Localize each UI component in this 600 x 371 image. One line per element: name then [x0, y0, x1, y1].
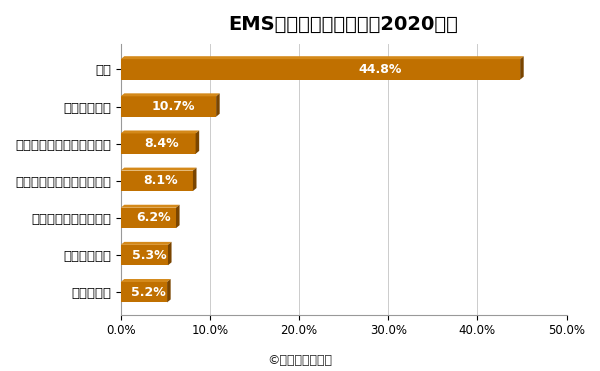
- Bar: [121, 96, 216, 117]
- Text: ©業界再編の動向: ©業界再編の動向: [268, 354, 332, 367]
- Text: 8.1%: 8.1%: [143, 174, 178, 187]
- Title: EMS業界の世界シェア（2020年）: EMS業界の世界シェア（2020年）: [229, 15, 458, 34]
- Text: 44.8%: 44.8%: [359, 63, 402, 76]
- Polygon shape: [121, 168, 197, 171]
- Bar: [121, 208, 176, 228]
- Bar: [121, 171, 193, 191]
- Polygon shape: [121, 131, 199, 134]
- Bar: [121, 245, 168, 265]
- Bar: [121, 282, 167, 302]
- Polygon shape: [121, 279, 170, 282]
- Polygon shape: [121, 93, 220, 96]
- Bar: [121, 59, 520, 80]
- Text: 5.2%: 5.2%: [131, 286, 166, 299]
- Polygon shape: [216, 93, 220, 117]
- Text: 6.2%: 6.2%: [137, 211, 171, 224]
- Polygon shape: [168, 242, 172, 265]
- Bar: [121, 134, 196, 154]
- Text: 5.3%: 5.3%: [132, 249, 166, 262]
- Polygon shape: [193, 168, 197, 191]
- Polygon shape: [167, 279, 170, 302]
- Polygon shape: [121, 242, 172, 245]
- Text: 8.4%: 8.4%: [145, 137, 179, 150]
- Text: 10.7%: 10.7%: [151, 100, 195, 113]
- Polygon shape: [196, 131, 199, 154]
- Polygon shape: [520, 56, 524, 80]
- Polygon shape: [176, 205, 179, 228]
- Polygon shape: [121, 56, 524, 59]
- Polygon shape: [121, 205, 179, 208]
